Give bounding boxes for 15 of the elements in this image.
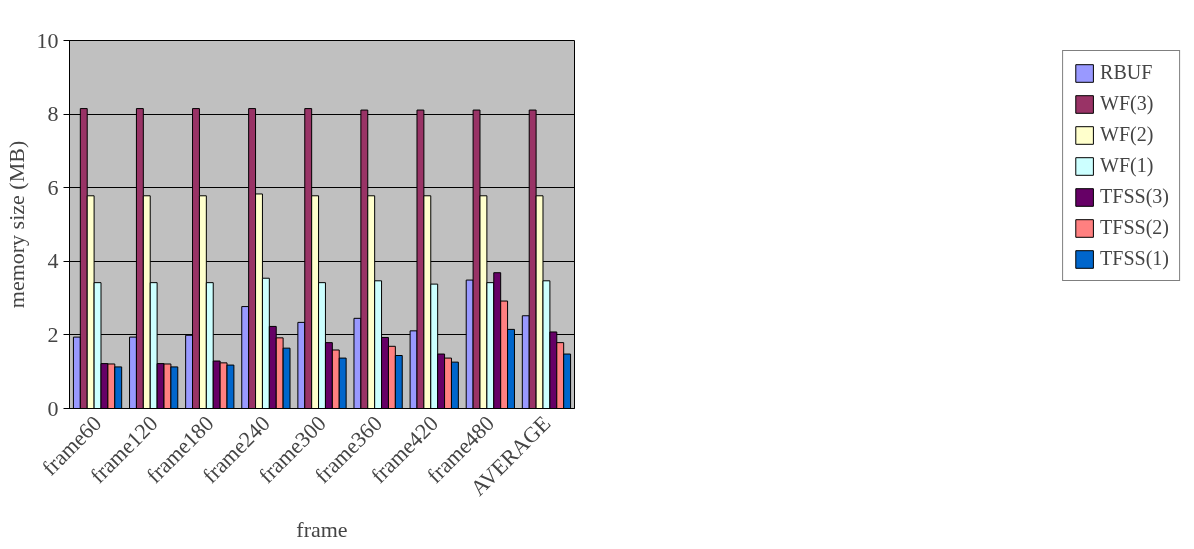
legend-label: TFSS(3) (1100, 185, 1169, 208)
legend-label: WF(1) (1100, 154, 1154, 177)
y-tick-label: 2 (47, 321, 59, 347)
legend-label: TFSS(2) (1100, 216, 1169, 239)
y-tick-label: 4 (47, 248, 59, 274)
legend-label: TFSS(1) (1100, 247, 1169, 270)
legend-label: WF(3) (1100, 92, 1154, 115)
x-axis-title: frame (296, 517, 348, 543)
y-tick-label: 6 (47, 174, 59, 200)
y-tick-label: 0 (47, 395, 59, 421)
y-tick-label: 8 (47, 101, 59, 127)
y-tick-label: 10 (36, 27, 59, 53)
legend-label: RBUF (1100, 61, 1153, 84)
y-axis-title: memory size (MB) (3, 140, 29, 309)
legend-label: WF(2) (1100, 123, 1154, 146)
